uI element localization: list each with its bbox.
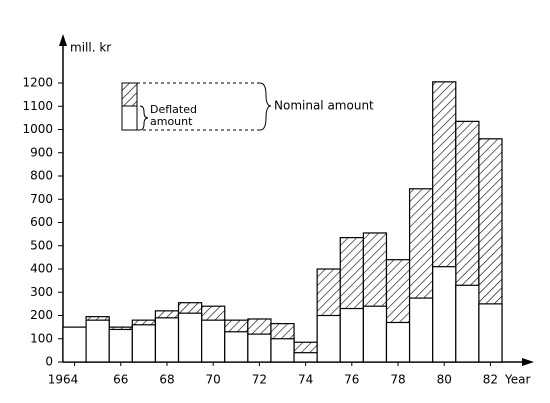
x-tick-label: 68 xyxy=(159,373,174,387)
bar xyxy=(293,352,318,363)
bar xyxy=(224,331,249,363)
y-tick-label: 500 xyxy=(30,238,53,252)
y-tick-label: 1000 xyxy=(22,122,53,136)
y-axis-label: mill. kr xyxy=(70,41,111,55)
legend-label: Nominal amount xyxy=(274,99,374,113)
legend-swatch xyxy=(121,105,138,131)
y-tick-label: 1100 xyxy=(22,99,53,113)
y-tick-label: 300 xyxy=(30,285,53,299)
y-tick-label: 0 xyxy=(45,355,53,369)
x-tick-label: 70 xyxy=(206,373,221,387)
bar xyxy=(131,324,157,363)
x-tick-label: 80 xyxy=(437,373,452,387)
x-tick-label: 66 xyxy=(113,373,128,387)
x-tick-label: 74 xyxy=(298,373,313,387)
bar xyxy=(85,319,110,363)
y-tick-label: 400 xyxy=(30,262,53,276)
x-tick-label: 76 xyxy=(344,373,359,387)
bar xyxy=(108,328,133,363)
bar xyxy=(385,321,411,363)
bar xyxy=(247,333,272,363)
y-tick-label: 1200 xyxy=(22,76,53,90)
bar xyxy=(339,307,364,363)
bar xyxy=(270,338,295,363)
bar xyxy=(316,314,341,363)
bar xyxy=(455,284,480,363)
x-axis-label: Year xyxy=(504,373,530,387)
y-tick-label: 700 xyxy=(30,192,53,206)
y-arrow xyxy=(59,34,67,46)
x-arrow xyxy=(522,358,534,366)
legend-dash xyxy=(137,82,260,131)
x-tick-label: 78 xyxy=(390,373,405,387)
bar xyxy=(478,303,503,363)
legend-swatch xyxy=(121,82,138,107)
legend-label: Deflated amount xyxy=(150,103,197,128)
y-tick-label: 100 xyxy=(30,331,53,345)
y-tick-label: 200 xyxy=(30,308,53,322)
bar xyxy=(201,319,226,363)
bar xyxy=(408,297,434,363)
x-tick-label: 82 xyxy=(483,373,498,387)
bar xyxy=(177,312,203,363)
x-tick-label: 72 xyxy=(252,373,267,387)
y-tick-label: 900 xyxy=(30,145,53,159)
legend-brace xyxy=(139,105,149,131)
legend-brace xyxy=(259,82,272,131)
legend xyxy=(137,82,272,131)
bar xyxy=(432,266,457,363)
y-tick-label: 600 xyxy=(30,215,53,229)
bar xyxy=(154,317,180,363)
x-tick-label: 1964 xyxy=(48,373,79,387)
y-tick-label: 800 xyxy=(30,169,53,183)
bar xyxy=(62,326,87,363)
bar xyxy=(362,305,388,363)
